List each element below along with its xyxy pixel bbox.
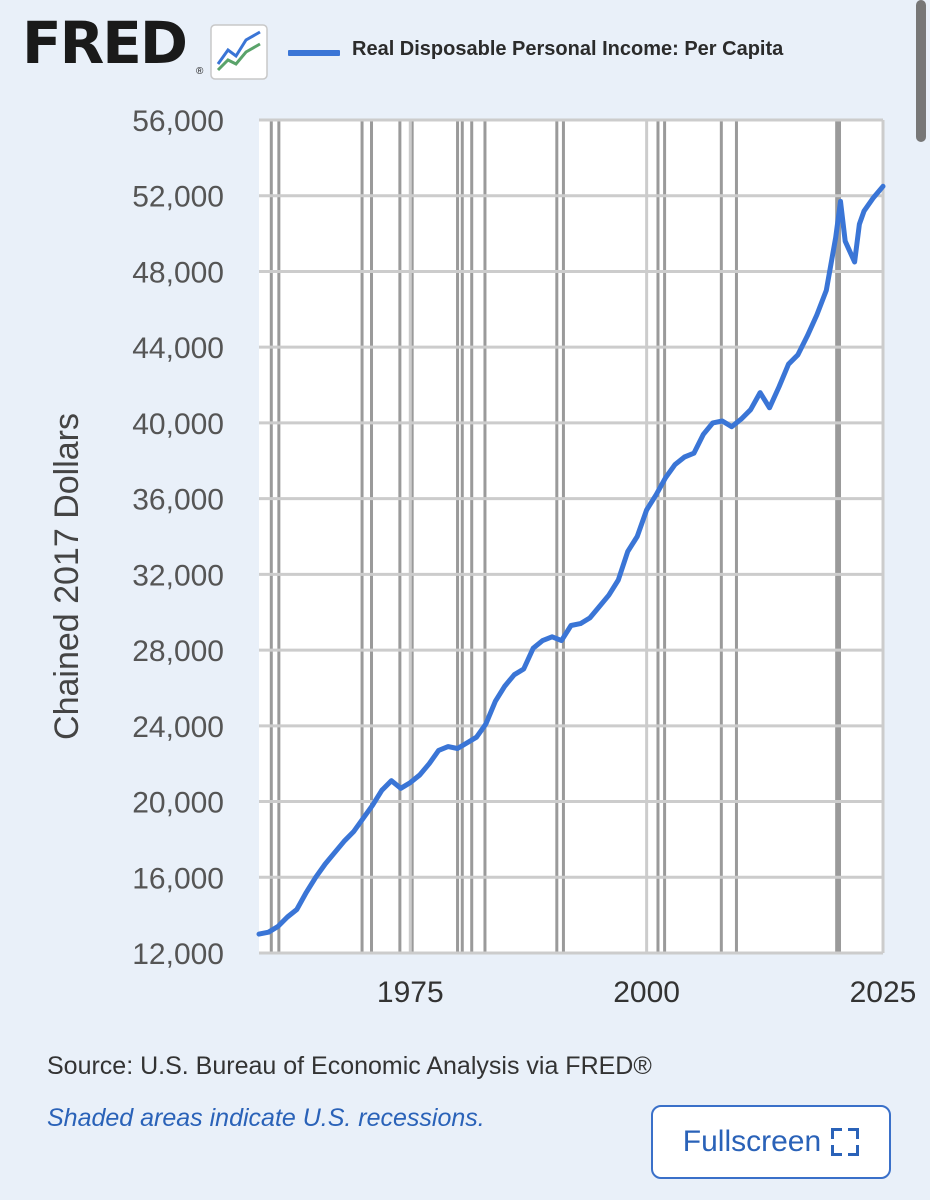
y-tick-label: 28,000 [132, 635, 224, 668]
x-tick-label: 2025 [850, 976, 917, 1009]
scrollbar-thumb[interactable] [916, 0, 926, 142]
recession-note: Shaded areas indicate U.S. recessions. [47, 1104, 485, 1132]
y-tick-label: 36,000 [132, 484, 224, 517]
y-tick-label: 20,000 [132, 787, 224, 820]
fullscreen-icon [831, 1128, 860, 1156]
y-axis-label: Chained 2017 Dollars [48, 413, 86, 740]
y-tick-label: 56,000 [132, 105, 224, 138]
fred-graph-icon [210, 24, 268, 80]
source-text: Source: U.S. Bureau of Economic Analysis… [47, 1052, 652, 1080]
recession-band [835, 118, 842, 955]
x-tick-label: 1975 [377, 976, 444, 1009]
chart-header: FRED ® Real Disposable Personal Income: … [0, 0, 930, 95]
registered-mark: ® [196, 66, 204, 77]
y-tick-label: 40,000 [132, 408, 224, 441]
y-tick-label: 48,000 [132, 256, 224, 289]
y-tick-label: 12,000 [132, 938, 224, 971]
fred-logo[interactable]: FRED [22, 9, 188, 77]
plot-area [259, 120, 883, 953]
legend-label: Real Disposable Personal Income: Per Cap… [352, 38, 784, 60]
y-tick-label: 44,000 [132, 332, 224, 365]
fullscreen-label: Fullscreen [682, 1125, 822, 1158]
x-tick-label: 2000 [613, 976, 680, 1009]
y-tick-label: 24,000 [132, 711, 224, 744]
fullscreen-button[interactable]: Fullscreen [651, 1105, 891, 1179]
series-line [256, 183, 886, 937]
y-tick-label: 32,000 [132, 559, 224, 592]
y-tick-label: 52,000 [132, 181, 224, 214]
y-tick-label: 16,000 [132, 862, 224, 895]
line-chart: 12,000 16,000 20,000 24,000 28,000 32,000 36,0… [48, 105, 917, 1009]
legend-swatch [288, 50, 340, 56]
